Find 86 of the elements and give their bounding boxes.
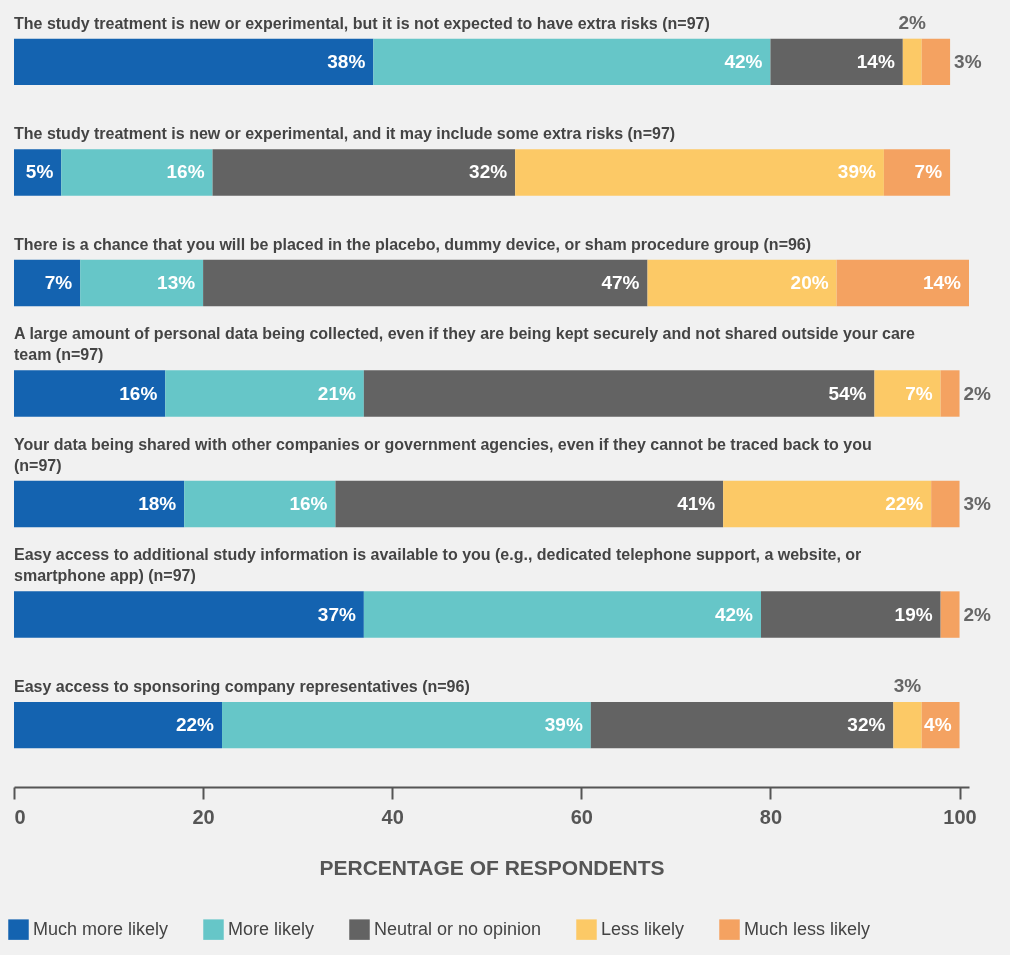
data-label: 42% (724, 50, 763, 72)
legend-label: Neutral or no opinion (374, 918, 542, 939)
data-label: 7% (905, 382, 933, 404)
bar (61, 149, 213, 196)
data-label: 32% (469, 161, 508, 183)
bar (363, 591, 761, 638)
data-label: 2% (963, 382, 992, 404)
bar (212, 149, 516, 196)
bar (931, 480, 960, 528)
bar (921, 38, 951, 86)
y-tick-label: There is a chance that you will be placed in the placebo, dummy device, or sham procedure group (n=96) (14, 235, 812, 253)
legend-label: Much less likely (744, 918, 871, 939)
y-tick-label: Your data being shared with other companies or government agencies, even if they cannot be traced back to you (n=97) (14, 435, 872, 474)
data-label: 7% (44, 271, 73, 293)
x-tick-label: 60 (570, 805, 593, 828)
x-tick-label: 80 (759, 805, 783, 828)
bar (184, 480, 336, 528)
data-label: 16% (166, 161, 205, 183)
data-label: 3% (893, 674, 922, 696)
bar (165, 370, 364, 417)
data-label: 41% (677, 493, 716, 515)
data-label: 16% (119, 382, 158, 404)
bar (14, 701, 223, 749)
bar (723, 480, 932, 528)
data-label: 21% (317, 382, 356, 404)
data-label: 22% (885, 493, 924, 515)
bar (515, 149, 884, 196)
bar (14, 480, 185, 528)
bar (590, 701, 894, 749)
data-label: 13% (157, 271, 196, 293)
data-label: 5% (25, 161, 54, 183)
bar (883, 149, 951, 196)
bar (14, 591, 364, 638)
data-label: 54% (828, 382, 867, 404)
bar (760, 591, 941, 638)
data-label: 16% (289, 493, 328, 515)
data-label: 39% (544, 714, 583, 736)
x-tick-label: 20 (192, 805, 215, 828)
x-tick-label: 40 (381, 805, 404, 828)
data-label: 7% (914, 161, 943, 183)
legend-label: More likely (228, 918, 315, 939)
bar (373, 38, 771, 86)
bar (363, 370, 875, 417)
data-label: 38% (327, 50, 366, 72)
data-label: 39% (837, 161, 876, 183)
data-label: 18% (138, 493, 177, 515)
bar (770, 38, 903, 86)
bar (14, 259, 81, 307)
bar (940, 591, 960, 638)
y-tick-label: The study treatment is new or experimental, but it is not expected to have extra risks (n=97) (14, 14, 710, 32)
bar (80, 259, 204, 307)
bar (836, 259, 969, 307)
y-tick-label: The study treatment is new or experimental, and it may include some extra risks (n=97) (14, 125, 676, 143)
bar (647, 259, 837, 307)
bar (14, 149, 62, 196)
y-tick-label: Easy access to additional study information is available to you (e.g., dedicated telephone support, a website, or smartphone app) (n=97) (14, 546, 862, 585)
data-label: 37% (317, 603, 356, 625)
data-label: 4% (924, 714, 952, 736)
x-tick-label: 0 (14, 805, 26, 828)
data-label: 47% (601, 271, 640, 293)
data-label: 32% (847, 714, 886, 736)
data-label: 14% (922, 271, 962, 293)
x-axis-title: PERCENTAGE OF RESPONDENTS (319, 855, 665, 879)
bar (874, 370, 941, 417)
bar (893, 701, 922, 749)
data-label: 3% (963, 493, 992, 515)
bar (14, 370, 166, 417)
data-label: 19% (894, 603, 933, 625)
legend-label: Much more likely (33, 918, 169, 939)
x-tick-label: 100 (943, 805, 977, 828)
bar (222, 701, 591, 749)
bar (335, 480, 724, 528)
data-label: 3% (954, 50, 982, 72)
bar (14, 38, 374, 86)
data-label: 20% (790, 271, 829, 293)
data-label: 2% (963, 603, 992, 625)
bar (940, 370, 960, 417)
legend-label: Less likely (601, 918, 685, 939)
data-label: 22% (175, 714, 215, 736)
data-label: 2% (898, 11, 927, 33)
data-label: 42% (714, 603, 754, 625)
bar (203, 259, 648, 307)
data-label: 14% (856, 50, 895, 72)
y-tick-label: Easy access to sponsoring company representatives (n=96) (14, 677, 470, 695)
y-tick-label: A large amount of personal data being collected, even if they are being kept securely and not shared outside your care team (n=97) (14, 325, 916, 364)
bar (902, 38, 922, 86)
